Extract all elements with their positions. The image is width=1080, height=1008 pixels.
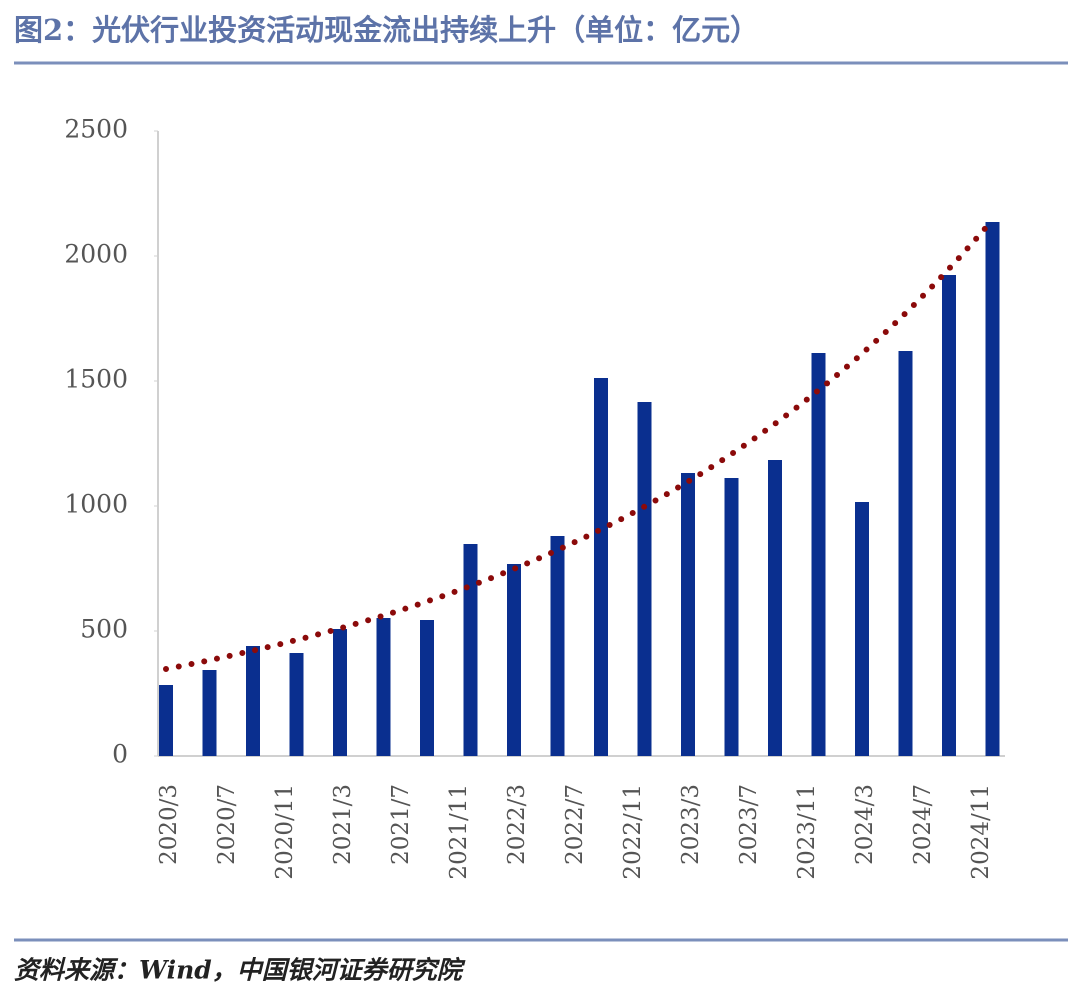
y-tick-label: 1500 xyxy=(64,365,128,394)
y-tick-label: 2500 xyxy=(64,115,128,144)
bar xyxy=(637,402,652,756)
x-tick-label: 2022/11 xyxy=(620,784,646,880)
x-tick-label: 2023/7 xyxy=(736,784,762,865)
bar xyxy=(898,351,913,756)
x-tick-label: 2024/3 xyxy=(852,784,878,865)
y-tick-label: 1000 xyxy=(64,490,128,519)
x-tick-label: 2021/7 xyxy=(388,784,414,865)
bar xyxy=(376,618,391,756)
y-tick-label: 500 xyxy=(80,615,128,644)
x-tick-label: 2023/11 xyxy=(794,784,820,880)
bar xyxy=(246,646,260,756)
bar xyxy=(507,564,521,756)
bar xyxy=(855,502,869,756)
x-tick-label: 2022/7 xyxy=(562,784,588,865)
bar xyxy=(202,670,217,756)
x-tick-label: 2022/3 xyxy=(504,784,530,865)
bar xyxy=(289,653,304,756)
x-tick-label: 2021/11 xyxy=(446,784,472,880)
x-tick-label: 2020/3 xyxy=(156,784,182,865)
trendline xyxy=(163,216,996,672)
chart-title: 图2：光伏行业投资活动现金流出持续上升（单位：亿元） xyxy=(14,13,759,47)
bar xyxy=(333,629,347,756)
x-tick-label: 2024/7 xyxy=(910,784,936,865)
y-tick-label: 2000 xyxy=(64,240,128,269)
x-tick-label: 2020/7 xyxy=(214,784,240,865)
x-tick-label: 2023/3 xyxy=(678,784,704,865)
bar xyxy=(942,275,956,756)
bar xyxy=(811,353,826,756)
x-tick-label: 2021/3 xyxy=(330,784,356,865)
bar xyxy=(420,620,434,756)
source: 资料来源：Wind，中国银河证券研究院 xyxy=(14,956,466,985)
bar xyxy=(985,222,1000,756)
bar xyxy=(550,536,565,756)
bar xyxy=(594,378,608,756)
x-tick-label: 2020/11 xyxy=(272,784,298,880)
bar xyxy=(159,685,173,756)
bar xyxy=(463,544,478,756)
bar xyxy=(768,460,782,756)
y-tick-label: 0 xyxy=(112,740,128,769)
bar xyxy=(724,478,739,756)
x-tick-label: 2024/11 xyxy=(968,784,994,880)
bar xyxy=(681,473,695,756)
